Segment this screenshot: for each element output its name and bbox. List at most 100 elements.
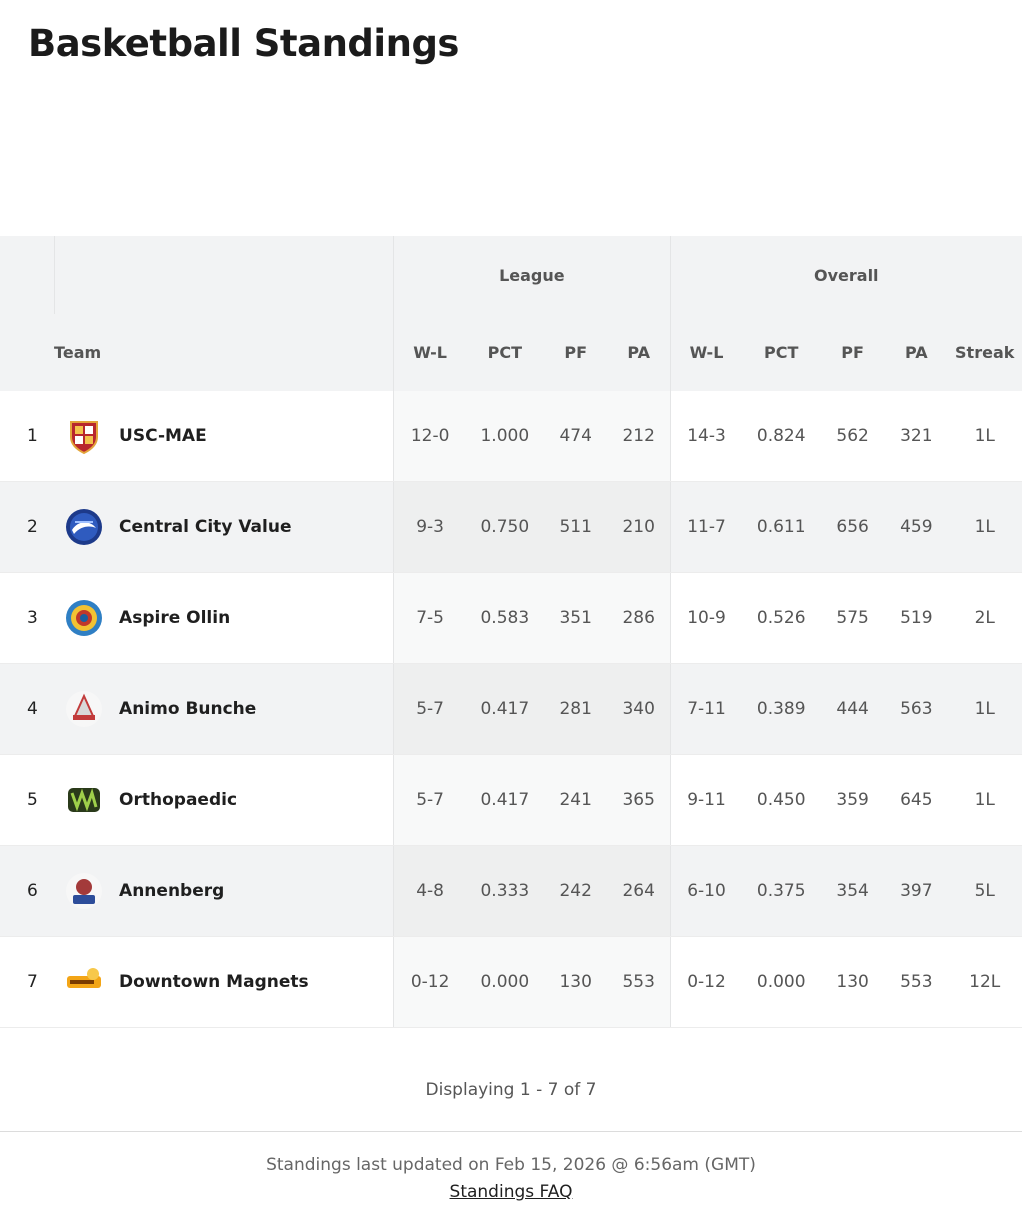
streak-cell: 1L (947, 663, 1022, 755)
league-pa-cell: 286 (607, 572, 671, 664)
overall-wl-cell: 0-12 (670, 936, 743, 1028)
column-header-row: Team W-L PCT PF PA W-L PCT PF PA Streak (0, 314, 1022, 391)
table-row: 1 USC-MAE 12-0 1.000 474 212 14-3 0.824 562 321 1L (0, 391, 1022, 482)
overall-pct-cell: 0.375 (742, 845, 820, 937)
overall-group-header: Overall (670, 236, 1022, 314)
team-name-link[interactable]: Animo Bunche (119, 699, 257, 719)
team-cell: Animo Bunche (54, 663, 395, 755)
streak-header[interactable]: Streak (947, 314, 1022, 391)
team-wrap: Annenberg (65, 872, 393, 910)
overall-pct-cell: 0.526 (742, 572, 820, 664)
rank-cell: 7 (0, 936, 55, 1028)
overall-wl-cell: 11-7 (670, 481, 743, 573)
overall-pf-cell: 562 (819, 391, 886, 482)
overall-pf-cell: 354 (819, 845, 886, 937)
league-pct-header[interactable]: PCT (466, 314, 544, 391)
overall-pa-cell: 563 (885, 663, 948, 755)
team-cell: USC-MAE (54, 391, 395, 482)
standings-table: League Overall Team W-L PCT PF PA W-L PC… (0, 236, 1022, 1028)
league-pct-cell: 0.000 (466, 936, 544, 1028)
league-wl-cell: 0-12 (393, 936, 467, 1028)
footer-divider (0, 1131, 1022, 1132)
overall-pct-cell: 0.824 (742, 391, 820, 482)
overall-wl-cell: 10-9 (670, 572, 743, 664)
league-group-header: League (393, 236, 671, 314)
team-name-link[interactable]: Annenberg (119, 881, 225, 901)
streak-cell: 1L (947, 481, 1022, 573)
league-wl-cell: 12-0 (393, 391, 467, 482)
streak-cell: 12L (947, 936, 1022, 1028)
annenberg-logo (65, 872, 103, 910)
league-pa-cell: 340 (607, 663, 671, 755)
league-pa-cell: 210 (607, 481, 671, 573)
league-wl-header[interactable]: W-L (393, 314, 467, 391)
overall-wl-cell: 9-11 (670, 754, 743, 846)
team-wrap: Orthopaedic (65, 781, 393, 819)
overall-pf-cell: 359 (819, 754, 886, 846)
team-name-link[interactable]: USC-MAE (119, 426, 207, 446)
team-name-link[interactable]: Aspire Ollin (119, 608, 231, 628)
team-wrap: Central City Value (65, 508, 393, 546)
league-pct-cell: 0.417 (466, 754, 544, 846)
aspire-ollin-logo (65, 599, 103, 637)
league-pct-cell: 0.333 (466, 845, 544, 937)
overall-pct-cell: 0.389 (742, 663, 820, 755)
league-pf-cell: 242 (543, 845, 608, 937)
overall-pa-cell: 519 (885, 572, 948, 664)
league-pa-cell: 365 (607, 754, 671, 846)
table-row: 6 Annenberg 4-8 0.333 242 264 6-10 0.375 354 397 5… (0, 845, 1022, 937)
team-column-header[interactable]: Team (54, 314, 395, 391)
overall-pa-cell: 321 (885, 391, 948, 482)
rank-cell: 1 (0, 391, 55, 482)
overall-pf-cell: 444 (819, 663, 886, 755)
table-row: 7 Downtown Magnets 0-12 0.000 130 553 0-12 0.00… (0, 936, 1022, 1028)
team-group-header (54, 236, 395, 314)
table-row: 3 Aspire Ollin 7-5 0.583 351 286 10-9 0.526 575 5… (0, 572, 1022, 664)
overall-pf-cell: 656 (819, 481, 886, 573)
league-pa-cell: 264 (607, 845, 671, 937)
usc-mae-logo (65, 417, 103, 455)
orthopaedic-logo (65, 781, 103, 819)
streak-cell: 5L (947, 845, 1022, 937)
team-cell: Downtown Magnets (54, 936, 395, 1028)
league-wl-cell: 5-7 (393, 663, 467, 755)
rank-cell: 4 (0, 663, 55, 755)
table-row: 2 Central City Value 9-3 0.750 511 210 11-7 0.6… (0, 481, 1022, 573)
table-row: 4 Animo Bunche 5-7 0.417 281 340 7-11 0.389 444 5… (0, 663, 1022, 755)
team-wrap: Aspire Ollin (65, 599, 393, 637)
standings-body: 1 USC-MAE 12-0 1.000 474 212 14-3 0.824 562 321 1L… (0, 391, 1022, 1028)
animo-bunche-logo (65, 690, 103, 728)
rank-cell: 6 (0, 845, 55, 937)
overall-wl-cell: 14-3 (670, 391, 743, 482)
table-row: 5 Orthopaedic 5-7 0.417 241 365 9-11 0.450 359 64… (0, 754, 1022, 846)
rank-cell: 2 (0, 481, 55, 573)
overall-wl-header[interactable]: W-L (670, 314, 743, 391)
league-pf-cell: 241 (543, 754, 608, 846)
team-name-link[interactable]: Central City Value (119, 517, 292, 537)
page-title: Basketball Standings (28, 22, 459, 65)
team-cell: Orthopaedic (54, 754, 395, 846)
team-name-link[interactable]: Orthopaedic (119, 790, 238, 810)
overall-wl-cell: 6-10 (670, 845, 743, 937)
overall-pf-header[interactable]: PF (819, 314, 886, 391)
overall-wl-cell: 7-11 (670, 663, 743, 755)
overall-pf-cell: 575 (819, 572, 886, 664)
rank-cell: 5 (0, 754, 55, 846)
league-pf-cell: 130 (543, 936, 608, 1028)
standings-faq-link[interactable]: Standings FAQ (449, 1182, 573, 1202)
league-pf-cell: 511 (543, 481, 608, 573)
overall-pa-header[interactable]: PA (885, 314, 948, 391)
overall-pf-cell: 130 (819, 936, 886, 1028)
group-header-row: League Overall (0, 236, 1022, 314)
overall-pa-cell: 645 (885, 754, 948, 846)
team-wrap: USC-MAE (65, 417, 393, 455)
central-city-value-logo (65, 508, 103, 546)
pagination-summary: Displaying 1 - 7 of 7 (425, 1080, 597, 1100)
league-wl-cell: 4-8 (393, 845, 467, 937)
league-pa-header[interactable]: PA (607, 314, 671, 391)
team-name-link[interactable]: Downtown Magnets (119, 972, 309, 992)
overall-pa-cell: 397 (885, 845, 948, 937)
league-pf-header[interactable]: PF (543, 314, 608, 391)
last-updated-text: Standings last updated on Feb 15, 2026 @… (266, 1155, 756, 1175)
overall-pct-header[interactable]: PCT (742, 314, 820, 391)
